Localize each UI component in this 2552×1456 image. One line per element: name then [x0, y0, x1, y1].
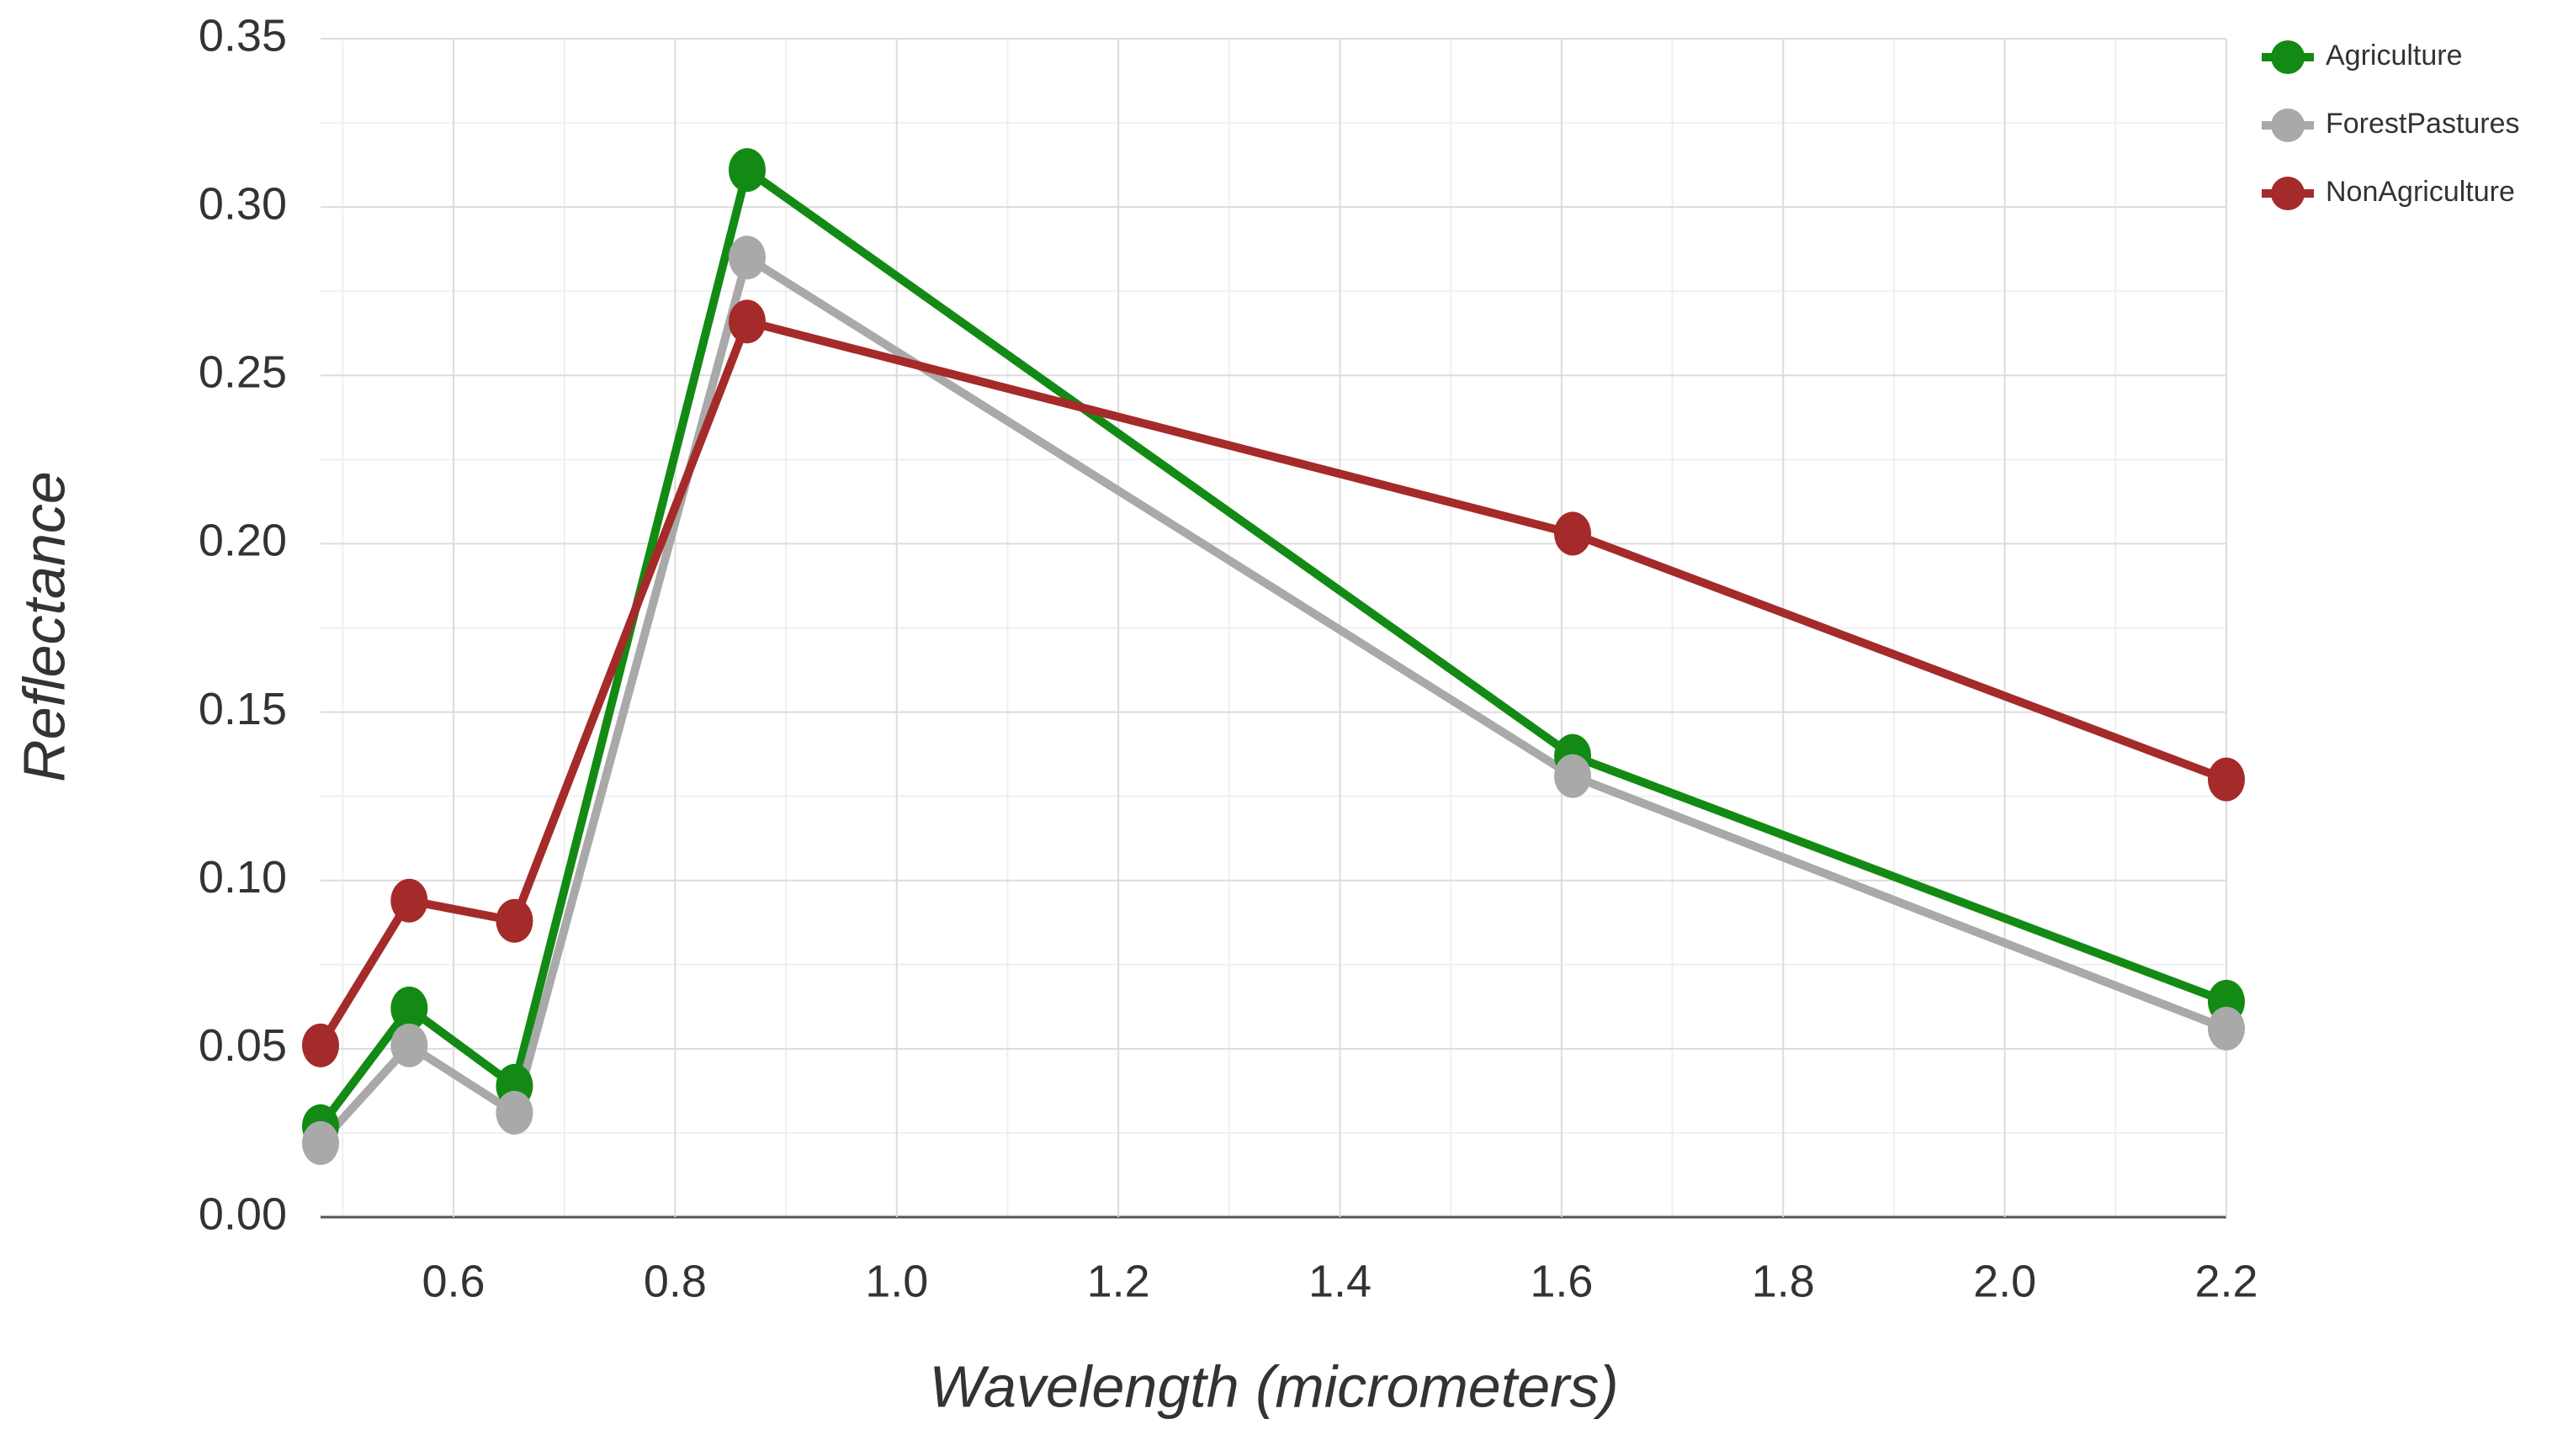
x-tick-label: 2.0 [1973, 1256, 2036, 1306]
data-point [2208, 757, 2245, 802]
x-axis-title: Wavelength (micrometers) [929, 1353, 1619, 1419]
data-point [2208, 1006, 2245, 1051]
grid [321, 38, 2227, 1219]
y-tick-label: 0.25 [199, 347, 287, 398]
series-line [316, 317, 2228, 1048]
data-point [390, 1023, 428, 1067]
x-tick-label: 1.8 [1752, 1256, 1815, 1306]
y-tick-label: 0.30 [199, 178, 287, 229]
y-axis-title: Reflectance [11, 471, 77, 782]
data-point [1554, 511, 1592, 556]
data-point [728, 299, 766, 344]
y-tick-label: 0.05 [199, 1020, 287, 1071]
data-point [728, 148, 766, 193]
legend-swatch-marker [2271, 109, 2305, 142]
data-point [302, 1120, 339, 1165]
y-tick-label: 0.10 [199, 852, 287, 903]
legend-label: ForestPastures [2326, 108, 2520, 140]
legend-label: Agriculture [2326, 40, 2463, 71]
data-point [496, 898, 533, 943]
legend-swatch-marker [2271, 40, 2305, 74]
x-tick-label: 1.6 [1530, 1256, 1593, 1306]
data-point [302, 1023, 339, 1067]
y-tick-label: 0.00 [199, 1189, 287, 1239]
series-line [317, 253, 2228, 1146]
x-tick-label: 1.0 [865, 1256, 928, 1306]
x-tick-label: 0.8 [644, 1256, 707, 1306]
data-point [496, 1090, 533, 1135]
y-tick-label: 0.20 [199, 516, 287, 566]
data-point [1554, 754, 1592, 798]
x-tick-label: 0.6 [422, 1256, 485, 1306]
y-tick-label: 0.15 [199, 684, 287, 734]
data-point [728, 236, 766, 280]
legend-swatch-marker [2271, 177, 2305, 210]
data-point [390, 986, 428, 1030]
data-point [390, 878, 428, 923]
x-tick-label: 2.2 [2194, 1256, 2258, 1306]
series-line [317, 166, 2228, 1129]
x-tick-label: 1.4 [1308, 1256, 1372, 1306]
y-tick-label: 0.35 [199, 10, 287, 61]
legend-label: NonAgriculture [2326, 176, 2515, 208]
x-tick-label: 1.2 [1087, 1256, 1150, 1306]
